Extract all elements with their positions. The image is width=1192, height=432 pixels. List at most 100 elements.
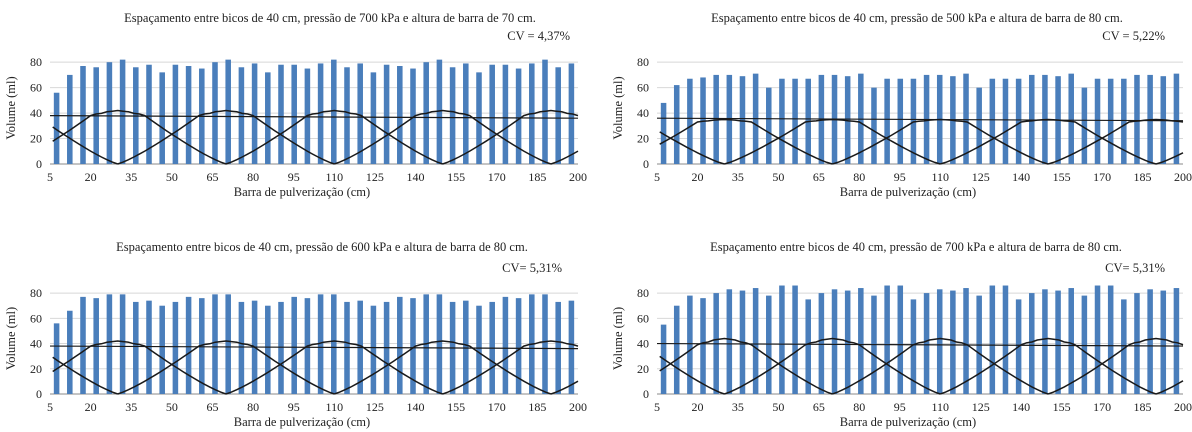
nozzle-distribution-curve: [442, 340, 579, 395]
volume-bar: [146, 300, 152, 394]
volume-bar: [251, 63, 258, 164]
volume-bar: [53, 323, 60, 394]
nozzle-distribution-curve: [1155, 152, 1184, 165]
volume-bar: [976, 87, 982, 164]
nozzle-distribution-curve: [117, 340, 335, 395]
volume-bar: [212, 294, 218, 394]
cv-annotation: CV = 5,22%: [1102, 29, 1165, 43]
x-tick-label: 185: [528, 400, 546, 414]
x-tick-label: 140: [1012, 400, 1030, 414]
nozzle-distribution-curve: [225, 109, 443, 165]
volume-bar: [331, 294, 337, 394]
chart-panel-3: Espaçamento entre bicos de 40 cm, pressã…: [4, 240, 587, 429]
volume-bar: [410, 68, 416, 164]
volume-bar: [1094, 285, 1101, 394]
x-tick-label: 185: [1134, 400, 1152, 414]
volume-bar: [53, 92, 60, 164]
y-tick-label: 80: [30, 55, 42, 69]
x-tick-label: 140: [407, 400, 425, 414]
volume-bar: [502, 64, 509, 164]
volume-bar: [238, 301, 245, 394]
y-axis-label: Volume (ml): [611, 76, 625, 139]
volume-bar: [317, 294, 324, 394]
x-tick-label: 50: [166, 170, 178, 184]
x-tick-label: 95: [894, 170, 906, 184]
nozzle-distribution-curve: [442, 109, 579, 165]
volume-bar: [1160, 290, 1167, 394]
x-tick-label: 125: [366, 170, 384, 184]
chart-panel-1: Espaçamento entre bicos de 40 cm, pressã…: [4, 11, 587, 199]
volume-bar: [910, 299, 917, 394]
volume-bar: [1121, 78, 1127, 164]
volume-bar: [1094, 78, 1101, 164]
volume-bar: [1107, 78, 1114, 164]
volume-bar: [831, 289, 838, 394]
x-tick-label: 110: [931, 170, 949, 184]
volume-bar: [1068, 73, 1074, 164]
y-tick-label: 20: [30, 132, 42, 146]
volume-bar: [1121, 299, 1127, 394]
volume-bar: [568, 300, 575, 394]
x-tick-label: 140: [1012, 170, 1030, 184]
volume-bar: [344, 67, 350, 164]
x-tick-label: 80: [247, 400, 259, 414]
volume-bar: [989, 78, 996, 164]
y-tick-label: 60: [637, 311, 649, 325]
y-tick-label: 20: [30, 362, 42, 376]
volume-bar: [1134, 293, 1140, 394]
volume-bar: [159, 72, 165, 164]
volume-bar: [278, 301, 284, 394]
nozzle-distribution-curve: [659, 118, 833, 165]
x-tick-label: 95: [288, 170, 300, 184]
x-tick-label: 20: [85, 170, 97, 184]
volume-bar: [238, 67, 245, 164]
volume-bar: [172, 64, 179, 164]
chart-panel-4: Espaçamento entre bicos de 40 cm, pressã…: [611, 240, 1192, 429]
mean-volume-line: [49, 345, 579, 350]
volume-bar: [1173, 73, 1180, 164]
chart-panel-2: Espaçamento entre bicos de 40 cm, pressã…: [611, 11, 1192, 199]
y-tick-label: 0: [36, 387, 42, 401]
nozzle-distribution-curve: [659, 337, 833, 395]
x-tick-label: 5: [654, 170, 660, 184]
y-tick-label: 0: [643, 387, 649, 401]
volume-bar: [291, 296, 297, 394]
x-tick-label: 110: [326, 400, 344, 414]
volume-bar: [897, 78, 904, 164]
volume-bar: [858, 288, 864, 394]
x-axis-label: Barra de pulverização (cm): [840, 415, 976, 429]
chart-title: Espaçamento entre bicos de 40 cm, pressã…: [711, 11, 1123, 25]
y-axis-label: Volume (ml): [4, 76, 18, 139]
x-tick-label: 170: [1093, 170, 1111, 184]
volume-bar: [1015, 78, 1022, 164]
x-tick-label: 5: [654, 400, 660, 414]
cv-annotation: CV = 4,37%: [507, 29, 570, 43]
volume-bar: [766, 87, 772, 164]
volume-bar: [989, 285, 996, 394]
volume-bar: [212, 62, 218, 164]
volume-bar: [119, 294, 126, 394]
volume-bar: [1173, 288, 1180, 394]
volume-bar: [449, 67, 456, 164]
x-tick-label: 20: [85, 400, 97, 414]
volume-bar: [792, 78, 798, 164]
nozzle-distribution-curve: [724, 337, 941, 395]
x-tick-label: 170: [1093, 400, 1111, 414]
y-tick-label: 40: [30, 337, 42, 351]
chart-title: Espaçamento entre bicos de 40 cm, pressã…: [124, 11, 536, 25]
y-axis-label: Volume (ml): [4, 307, 18, 370]
volume-bar: [1081, 87, 1088, 164]
volume-bar: [555, 67, 561, 164]
volume-bar: [779, 285, 785, 394]
x-tick-label: 35: [125, 400, 137, 414]
chart-title: Espaçamento entre bicos de 40 cm, pressã…: [116, 240, 528, 254]
volume-bar: [265, 72, 271, 164]
volume-bar: [397, 296, 403, 394]
volume-bar: [779, 78, 785, 164]
volume-bar: [673, 305, 680, 394]
x-tick-label: 200: [569, 170, 587, 184]
x-tick-label: 155: [447, 170, 465, 184]
x-tick-label: 95: [288, 400, 300, 414]
nozzle-distribution-curve: [550, 150, 579, 165]
x-tick-label: 155: [1053, 170, 1071, 184]
